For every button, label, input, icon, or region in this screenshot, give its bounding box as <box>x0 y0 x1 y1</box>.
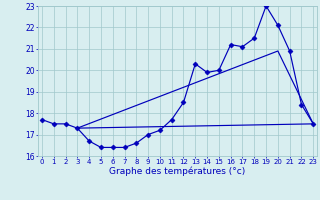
X-axis label: Graphe des températures (°c): Graphe des températures (°c) <box>109 167 246 176</box>
